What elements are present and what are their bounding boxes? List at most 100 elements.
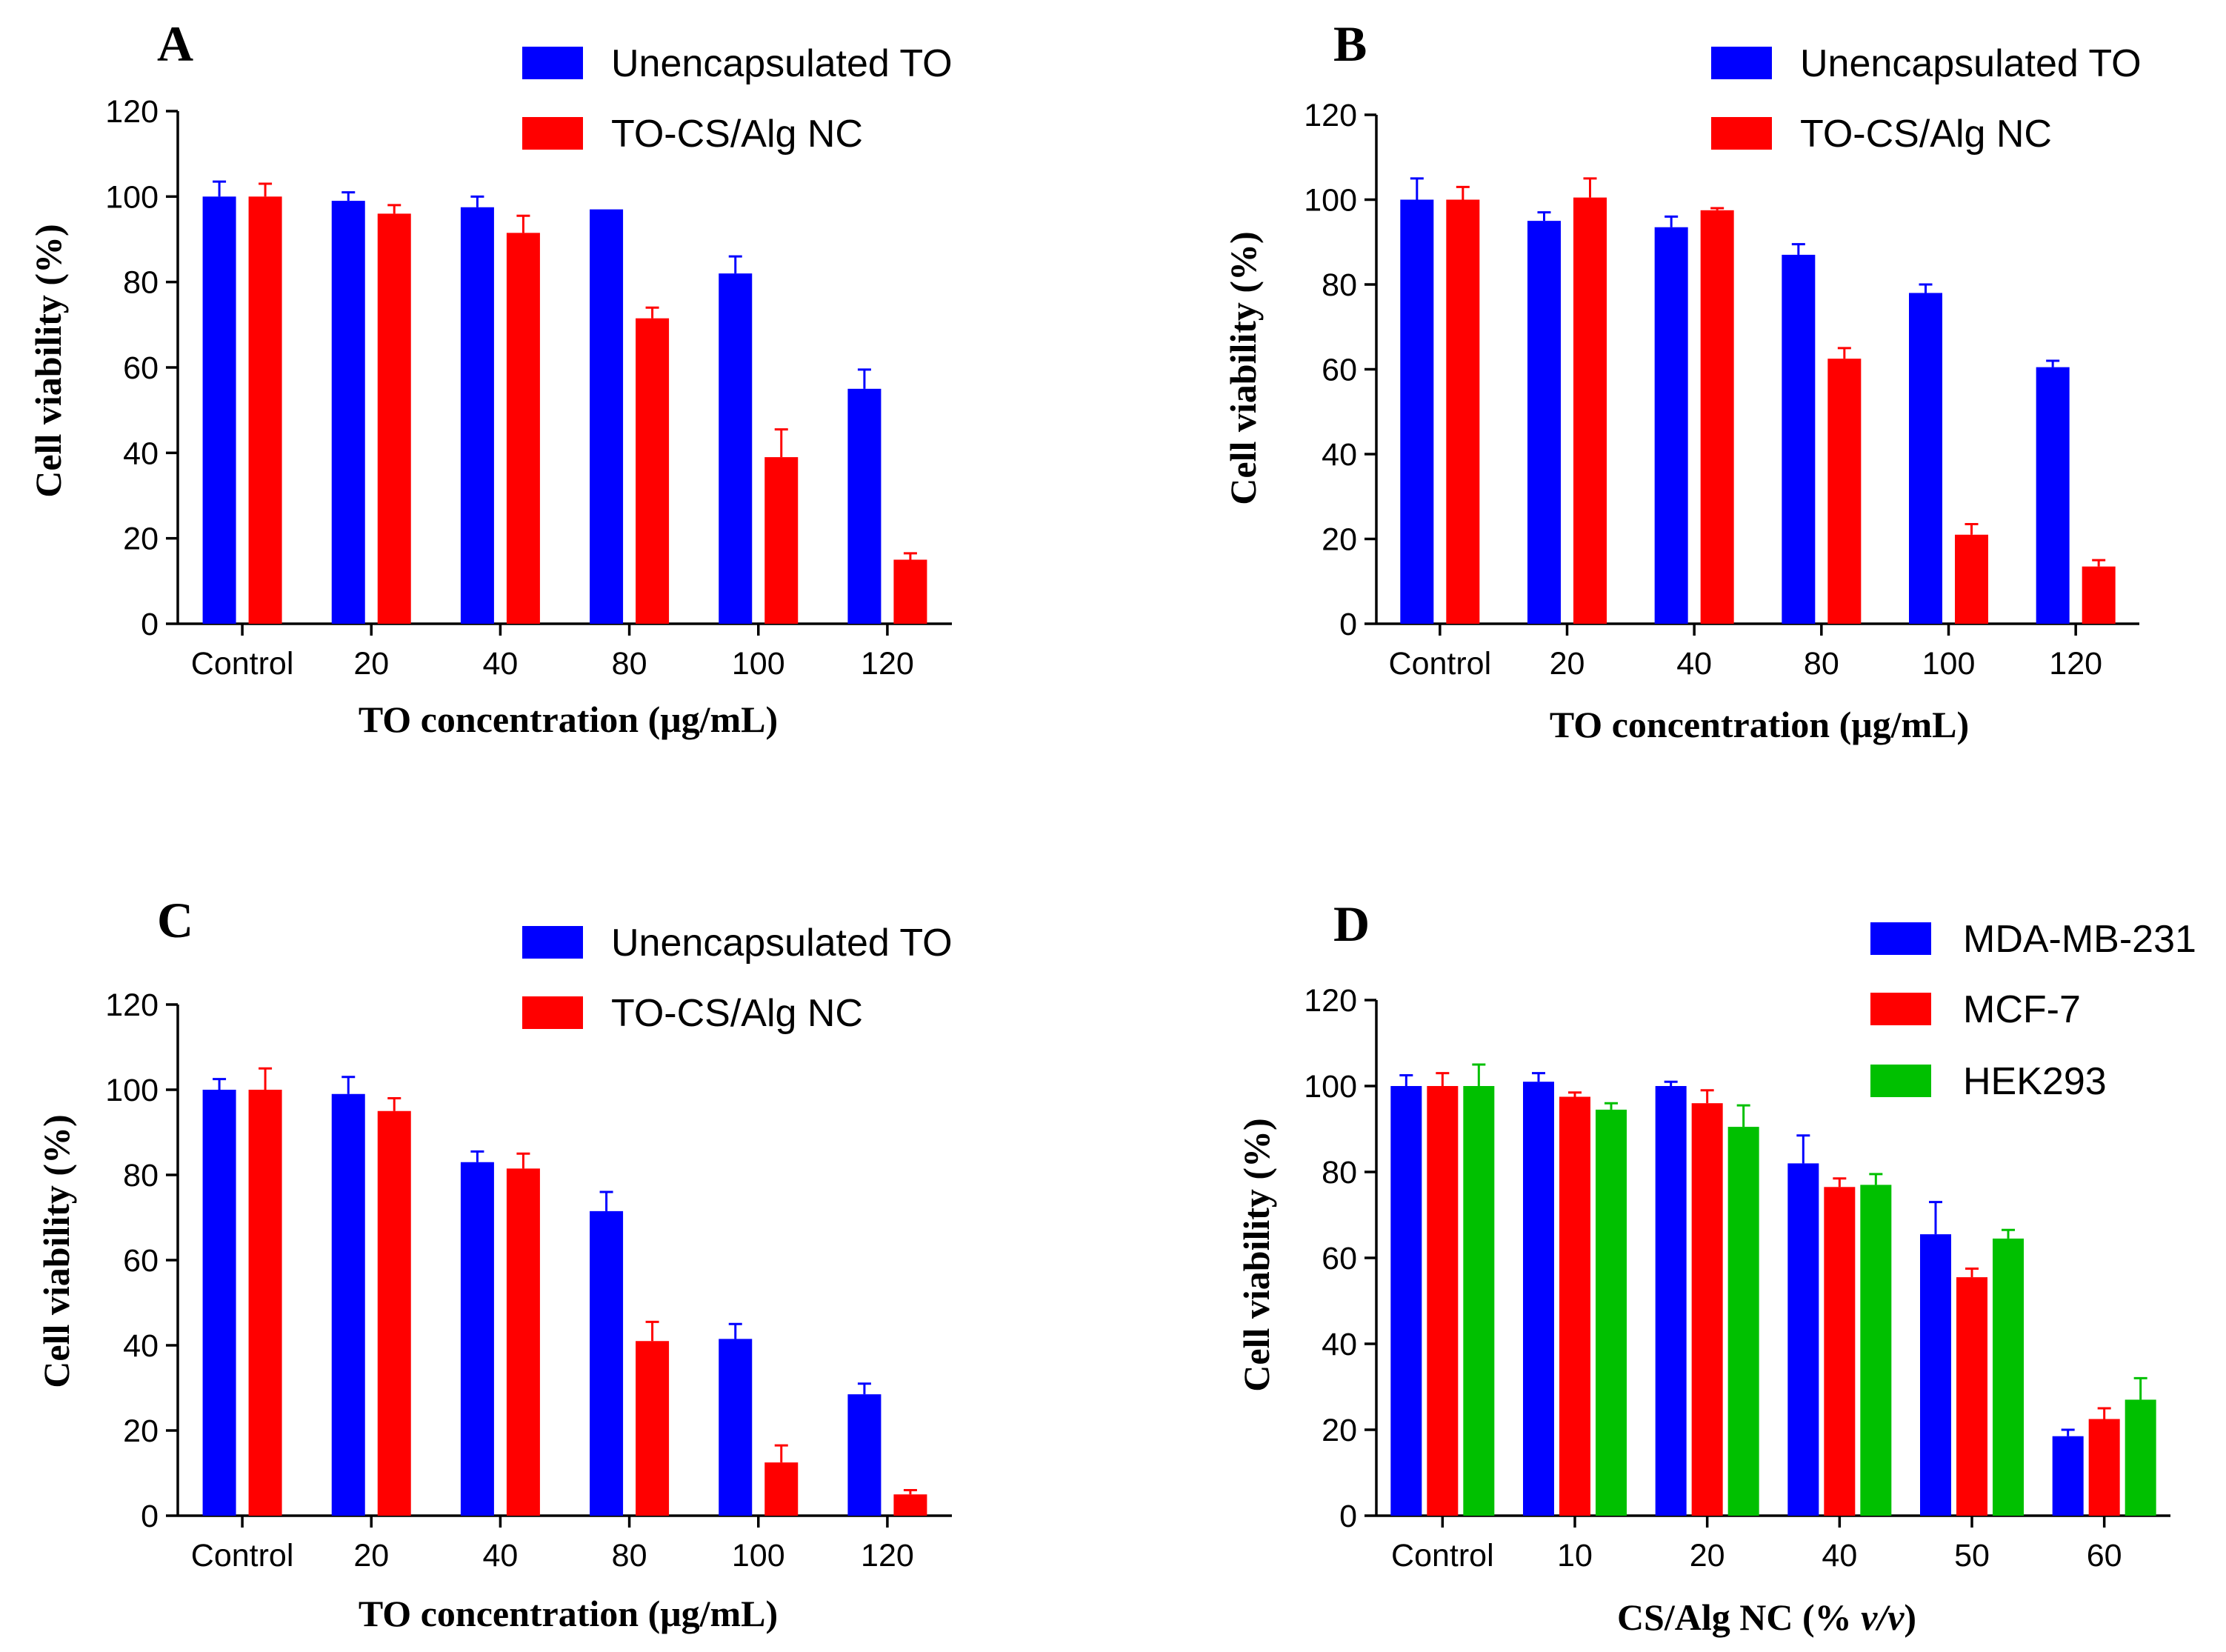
x-tick-label: 10 bbox=[1557, 1538, 1593, 1573]
x-tick-label: 20 bbox=[1550, 646, 1585, 682]
x-tick-label: 100 bbox=[1922, 646, 1976, 682]
bar-to-cs-alg-nc bbox=[377, 1110, 411, 1516]
y-tick-label: 20 bbox=[123, 1413, 159, 1449]
bar-unencapsulated-to bbox=[1400, 199, 1434, 624]
legend-swatch-hek293 bbox=[1870, 1065, 1931, 1097]
panel-b-x-axis-title: TO concentration (μg/mL) bbox=[1550, 704, 1969, 745]
panel-d-legend: MDA-MB-231 MCF-7 HEK293 bbox=[1870, 918, 2196, 1103]
legend-swatch-unencapsulated-to bbox=[522, 926, 583, 959]
bar-mda-mb-231 bbox=[1655, 1086, 1687, 1516]
bar-to-cs-alg-nc bbox=[506, 1168, 540, 1516]
bar-unencapsulated-to bbox=[1654, 227, 1688, 624]
legend-label-to-cs-alg-nc: TO-CS/Alg NC bbox=[611, 113, 863, 156]
bar-hek293 bbox=[1596, 1109, 1627, 1516]
bar-unencapsulated-to bbox=[2036, 367, 2070, 624]
bar-to-cs-alg-nc bbox=[1573, 197, 1607, 624]
legend-label-to-cs-alg-nc: TO-CS/Alg NC bbox=[1800, 113, 2052, 156]
panel-a-plot: 0 20 40 60 80 100 120 Control 20 40 80 100 120 bbox=[105, 94, 952, 682]
bar-to-cs-alg-nc bbox=[2082, 566, 2116, 624]
x-tick-label: 20 bbox=[353, 1538, 389, 1573]
y-tick-label: 80 bbox=[1322, 267, 1357, 303]
bar-unencapsulated-to bbox=[590, 1210, 624, 1516]
bar-mda-mb-231 bbox=[2052, 1436, 2084, 1516]
x-tick-label: 100 bbox=[732, 646, 785, 682]
legend-swatch-to-cs-alg-nc bbox=[522, 996, 583, 1029]
panel-a: A Unencapsulated TO TO-CS/Alg NC 0 20 40 60… bbox=[27, 16, 953, 740]
bar-unencapsulated-to bbox=[202, 196, 236, 624]
bar-unencapsulated-to bbox=[847, 388, 882, 624]
panel-d-x-axis-title: CS/Alg NC (% v/v) bbox=[1617, 1596, 1916, 1638]
panel-b: B Unencapsulated TO TO-CS/Alg NC 0 20 40 60… bbox=[1222, 16, 2142, 745]
y-tick-label: 80 bbox=[123, 265, 159, 301]
bar-hek293 bbox=[1993, 1238, 2024, 1516]
bar-unencapsulated-to bbox=[590, 209, 624, 625]
legend-label-mcf-7: MCF-7 bbox=[1963, 988, 2081, 1031]
x-axis-title-end: ) bbox=[1904, 1596, 1916, 1638]
bar-unencapsulated-to bbox=[331, 1093, 365, 1516]
bar-unencapsulated-to bbox=[847, 1394, 882, 1516]
y-tick-label: 20 bbox=[1322, 522, 1357, 558]
x-tick-label: Control bbox=[1391, 1538, 1494, 1573]
y-tick-label: 80 bbox=[1322, 1155, 1357, 1190]
y-tick-label: 20 bbox=[1322, 1413, 1357, 1448]
x-tick-label: 60 bbox=[2087, 1538, 2122, 1573]
bar-to-cs-alg-nc bbox=[506, 233, 540, 625]
bar-to-cs-alg-nc bbox=[1827, 359, 1862, 624]
y-tick-label: 80 bbox=[123, 1158, 159, 1193]
y-tick-label: 120 bbox=[105, 94, 159, 130]
bar-mda-mb-231 bbox=[1523, 1082, 1554, 1516]
bar-mcf-7 bbox=[1956, 1277, 1987, 1516]
panel-b-legend: Unencapsulated TO TO-CS/Alg NC bbox=[1711, 42, 2142, 156]
y-tick-label: 60 bbox=[123, 350, 159, 386]
y-tick-label: 0 bbox=[1339, 607, 1357, 642]
bar-unencapsulated-to bbox=[202, 1090, 236, 1516]
panel-c-y-axis-title: Cell viability (%) bbox=[36, 1114, 77, 1388]
x-tick-label: 80 bbox=[612, 646, 647, 682]
bar-unencapsulated-to bbox=[1527, 221, 1561, 624]
y-tick-label: 100 bbox=[1304, 1069, 1357, 1105]
panel-a-letter: A bbox=[157, 16, 193, 72]
legend-label-mda-mb-231: MDA-MB-231 bbox=[1963, 918, 2196, 961]
panel-d: D MDA-MB-231 MCF-7 HEK293 0 20 40 60 80 100 12… bbox=[1236, 896, 2196, 1638]
bar-unencapsulated-to bbox=[719, 1339, 753, 1516]
legend-label-hek293: HEK293 bbox=[1963, 1060, 2107, 1103]
panel-c-plot: 0 20 40 60 80 100 120 Control 20 40 80 100 120 bbox=[105, 987, 952, 1573]
legend-label-unencapsulated-to: Unencapsulated TO bbox=[611, 42, 953, 85]
legend-swatch-unencapsulated-to bbox=[522, 47, 583, 79]
panel-a-x-axis-title: TO concentration (μg/mL) bbox=[359, 699, 778, 740]
x-tick-label: 40 bbox=[1676, 646, 1712, 682]
legend-label-unencapsulated-to: Unencapsulated TO bbox=[611, 922, 953, 965]
y-tick-label: 60 bbox=[1322, 1241, 1357, 1276]
bar-hek293 bbox=[1727, 1127, 1759, 1516]
y-tick-label: 0 bbox=[141, 1499, 159, 1534]
panel-a-legend: Unencapsulated TO TO-CS/Alg NC bbox=[522, 42, 953, 156]
y-tick-label: 120 bbox=[1304, 98, 1357, 133]
x-tick-label: 80 bbox=[612, 1538, 647, 1573]
panel-c: C Unencapsulated TO TO-CS/Alg NC 0 20 40 60… bbox=[36, 892, 953, 1634]
x-tick-label: 20 bbox=[1690, 1538, 1725, 1573]
x-tick-label: Control bbox=[1389, 646, 1492, 682]
bar-unencapsulated-to bbox=[460, 207, 494, 624]
x-tick-label: 80 bbox=[1804, 646, 1839, 682]
y-tick-label: 120 bbox=[1304, 983, 1357, 1019]
x-tick-label: 120 bbox=[2049, 646, 2102, 682]
bar-to-cs-alg-nc bbox=[636, 1341, 670, 1516]
y-tick-label: 120 bbox=[105, 987, 159, 1023]
panel-b-plot: 0 20 40 60 80 100 120 Control 20 40 80 100 120 bbox=[1304, 98, 2139, 682]
bar-unencapsulated-to bbox=[719, 273, 753, 624]
bar-mcf-7 bbox=[1427, 1086, 1459, 1516]
x-axis-title-main: CS/Alg NC (% bbox=[1617, 1596, 1861, 1638]
x-tick-label: 100 bbox=[732, 1538, 785, 1573]
y-tick-label: 40 bbox=[123, 436, 159, 471]
bar-to-cs-alg-nc bbox=[893, 1494, 927, 1516]
bar-hek293 bbox=[1463, 1086, 1495, 1516]
legend-label-to-cs-alg-nc: TO-CS/Alg NC bbox=[611, 992, 863, 1035]
x-tick-label: 20 bbox=[353, 646, 389, 682]
legend-swatch-mcf-7 bbox=[1870, 993, 1931, 1025]
bar-unencapsulated-to bbox=[460, 1162, 494, 1516]
bar-to-cs-alg-nc bbox=[248, 196, 282, 624]
y-tick-label: 60 bbox=[123, 1243, 159, 1279]
bar-mcf-7 bbox=[1559, 1096, 1590, 1516]
x-tick-label: 40 bbox=[1822, 1538, 1857, 1573]
bar-to-cs-alg-nc bbox=[1955, 534, 1988, 624]
